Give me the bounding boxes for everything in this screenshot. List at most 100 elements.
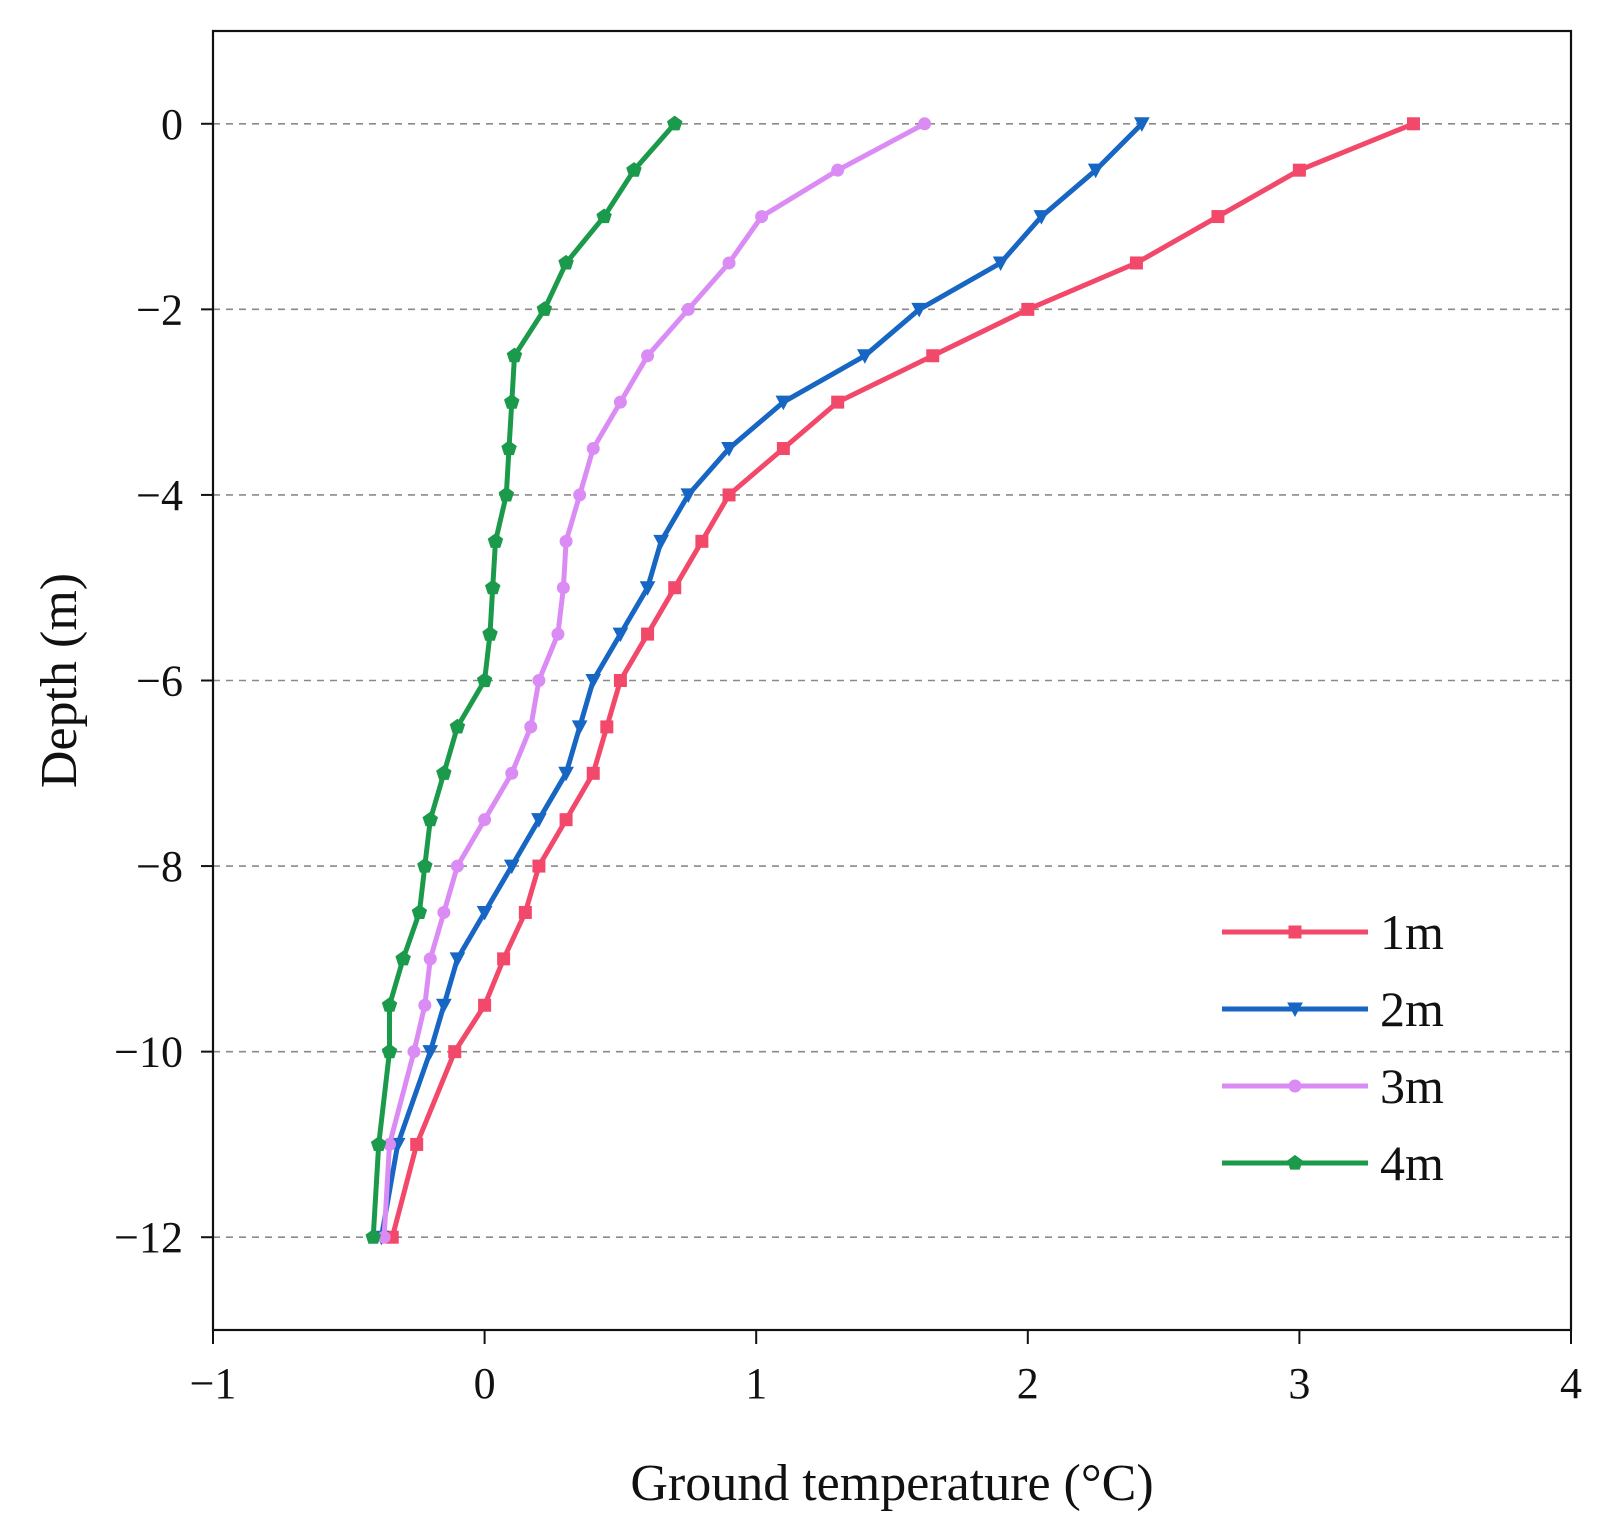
data-point: [1134, 117, 1150, 132]
data-point: [1021, 302, 1035, 316]
data-point: [1406, 117, 1420, 131]
data-point: [1292, 163, 1306, 177]
series-2m: [373, 117, 1150, 1246]
data-point: [573, 488, 587, 502]
data-point: [370, 1136, 387, 1151]
data-point: [639, 581, 656, 596]
data-point: [411, 904, 428, 919]
x-tick-label: 2: [1017, 1359, 1039, 1408]
legend-label: 3m: [1380, 1058, 1444, 1114]
y-tick-label: 0: [161, 100, 183, 149]
data-point: [478, 813, 492, 827]
data-point: [449, 952, 466, 967]
data-point: [504, 393, 520, 409]
data-point: [505, 766, 519, 780]
y-tick-label: −10: [114, 1028, 183, 1077]
data-point: [831, 395, 845, 409]
data-point: [417, 857, 433, 873]
data-point: [559, 813, 573, 827]
data-point: [668, 581, 682, 595]
data-point: [487, 533, 504, 548]
data-point: [680, 488, 697, 503]
data-point: [755, 210, 769, 224]
data-point: [612, 627, 629, 643]
data-point: [450, 859, 464, 873]
axis-ticks: −1 0 1 2 3 40−2−4−6−8−10−12: [114, 100, 1582, 1408]
data-point: [992, 256, 1009, 272]
data-point: [641, 627, 655, 641]
data-point: [436, 765, 452, 780]
data-point: [381, 1043, 398, 1059]
x-tick-label: 0: [474, 1359, 496, 1408]
data-point: [613, 674, 627, 687]
data-point: [410, 1137, 424, 1151]
data-point: [423, 952, 437, 966]
legend-item: 1m: [1222, 904, 1444, 960]
data-point: [641, 349, 655, 363]
data-point: [721, 442, 737, 457]
series-4m: [365, 115, 683, 1244]
x-tick-label: 3: [1288, 1359, 1310, 1408]
y-axis-title: Depth (m): [31, 573, 88, 788]
data-point: [857, 349, 873, 364]
legend-marker: [1288, 1079, 1302, 1093]
data-point: [524, 720, 538, 734]
data-point: [536, 301, 553, 316]
data-point: [485, 579, 501, 595]
data-point: [585, 674, 602, 689]
data-point: [722, 256, 736, 270]
data-point: [531, 813, 547, 828]
data-point: [532, 859, 546, 873]
data-point: [418, 998, 432, 1012]
data-point: [1087, 163, 1104, 179]
y-tick-label: −12: [114, 1213, 183, 1262]
data-point: [422, 1045, 439, 1060]
data-point: [476, 905, 493, 921]
data-point: [422, 811, 438, 827]
data-point: [449, 718, 466, 734]
y-tick-label: −4: [136, 471, 183, 520]
data-point: [381, 997, 398, 1012]
data-point: [558, 766, 574, 782]
data-point: [695, 534, 709, 548]
data-point: [681, 302, 695, 316]
data-point: [667, 115, 683, 131]
data-point: [722, 488, 736, 502]
data-point: [626, 162, 642, 177]
data-point: [831, 163, 845, 177]
data-point: [532, 674, 546, 687]
data-point: [1211, 210, 1225, 224]
data-point: [596, 208, 612, 224]
grid-lines: [213, 122, 1571, 1239]
data-point: [506, 347, 523, 363]
legend-marker: [1288, 925, 1302, 939]
legend-marker: [1287, 1154, 1303, 1170]
data-point: [571, 720, 588, 735]
data-point: [918, 117, 932, 131]
data-point: [558, 254, 574, 270]
data-point: [559, 534, 573, 548]
data-point: [497, 952, 511, 966]
data-point: [613, 395, 627, 409]
data-point: [911, 302, 927, 318]
data-point: [518, 905, 532, 919]
data-point: [395, 950, 411, 966]
x-tick-label: 1: [745, 1359, 767, 1408]
data-point: [926, 349, 940, 363]
y-tick-label: −8: [136, 842, 183, 891]
y-tick-label: −6: [136, 657, 183, 706]
legend: 1m 2m 3m 4m: [1222, 904, 1444, 1191]
data-point: [586, 442, 600, 456]
legend-item: 2m: [1222, 981, 1444, 1037]
data-point: [600, 720, 614, 734]
data-point: [586, 766, 600, 780]
data-point: [1033, 210, 1050, 225]
data-point: [653, 534, 669, 550]
data-point: [501, 440, 517, 456]
data-point: [365, 1229, 381, 1244]
data-point: [437, 905, 451, 919]
x-tick-label: −1: [190, 1359, 237, 1408]
data-point: [448, 1045, 462, 1059]
data-point: [775, 395, 792, 411]
